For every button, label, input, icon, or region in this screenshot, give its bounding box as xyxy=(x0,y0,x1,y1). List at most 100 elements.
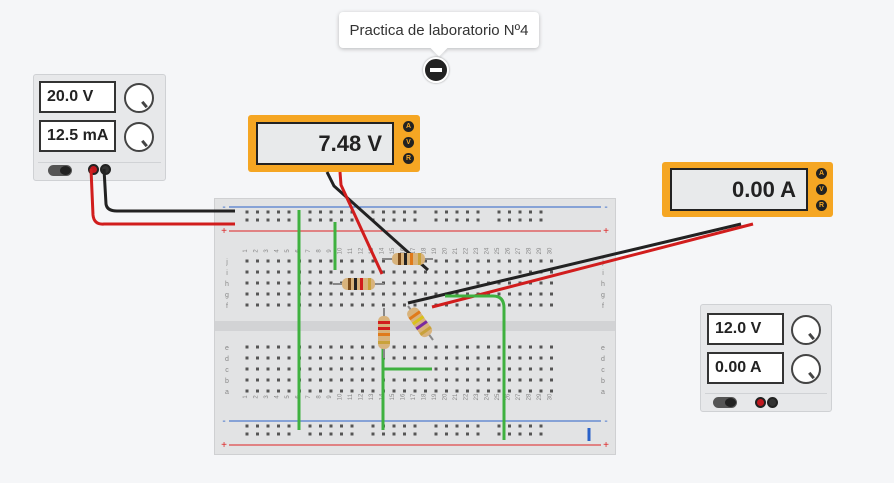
rail-hole xyxy=(256,218,259,222)
breadboard-hole xyxy=(308,292,312,296)
breadboard-hole xyxy=(403,281,406,285)
column-number: 3 xyxy=(264,249,270,253)
rail-hole xyxy=(466,432,469,436)
psu-right-positive-terminal[interactable] xyxy=(755,397,766,408)
breadboard-hole xyxy=(319,367,322,371)
breadboard-hole xyxy=(529,356,532,360)
breadboard-hole xyxy=(466,345,469,349)
breadboard-hole xyxy=(518,303,522,307)
column-number: 23 xyxy=(474,247,480,254)
breadboard-hole xyxy=(487,281,490,285)
breadboard-hole xyxy=(350,367,354,371)
rail-hole xyxy=(466,210,469,214)
power-supply-right[interactable]: 12.0 V 0.00 A xyxy=(700,304,832,412)
breadboard-hole xyxy=(476,356,480,360)
psu-left-negative-terminal[interactable] xyxy=(100,164,111,175)
rail-hole xyxy=(434,424,438,428)
voltmeter[interactable]: 7.48 V A V R xyxy=(248,115,420,172)
voltmeter-mode-r-button[interactable]: R xyxy=(403,153,414,164)
ammeter[interactable]: 0.00 A A V R xyxy=(662,162,833,217)
psu-right-negative-terminal[interactable] xyxy=(767,397,778,408)
project-title[interactable]: Practica de laboratorio Nº4 xyxy=(339,12,539,48)
row-letter: g xyxy=(225,292,229,299)
rail-hole xyxy=(497,218,501,222)
rail-hole xyxy=(245,432,249,436)
breadboard-hole xyxy=(434,259,438,263)
breadboard-hole xyxy=(550,345,553,349)
breadboard-center-channel xyxy=(215,321,615,331)
breadboard-hole xyxy=(550,378,553,382)
breadboard-hole xyxy=(466,378,469,382)
voltmeter-display: 7.48 V xyxy=(256,122,394,165)
breadboard-hole xyxy=(434,356,438,360)
psu-right-current-knob[interactable] xyxy=(791,354,821,384)
column-number: 30 xyxy=(548,393,554,400)
breadboard-hole xyxy=(445,367,448,371)
breadboard-hole xyxy=(497,292,501,296)
breadboard-hole xyxy=(518,367,522,371)
breadboard-hole xyxy=(455,303,459,307)
power-supply-left[interactable]: 20.0 V 12.5 mA xyxy=(33,74,166,181)
column-number: 1 xyxy=(243,249,249,253)
rail-hole xyxy=(413,218,417,222)
ammeter-mode-r-button[interactable]: R xyxy=(816,200,827,211)
breadboard-hole xyxy=(413,292,417,296)
breadboard-hole xyxy=(424,378,427,382)
ammeter-mode-v-button[interactable]: V xyxy=(816,184,827,195)
ammeter-mode-a-button[interactable]: A xyxy=(816,168,827,179)
breadboard-hole xyxy=(413,378,417,382)
breadboard-hole xyxy=(371,378,375,382)
rail-label: + xyxy=(603,226,609,237)
breadboard-hole xyxy=(319,281,322,285)
breadboard-hole xyxy=(424,345,427,349)
breadboard[interactable]: - - + + - - + +1 2 3 4 5 6 7 8 9 10 11 12 13 14 15 16 17 18 19 20 2… xyxy=(214,198,616,455)
breadboard-hole xyxy=(298,303,301,307)
breadboard-hole xyxy=(434,270,438,274)
column-number: 16 xyxy=(401,247,407,254)
breadboard-hole xyxy=(424,389,427,393)
psu-left-current-knob[interactable] xyxy=(124,122,154,152)
column-number: 28 xyxy=(527,247,533,254)
row-letter: d xyxy=(225,356,229,363)
rail-hole xyxy=(266,432,270,436)
column-number: 29 xyxy=(537,393,543,400)
rail-hole xyxy=(518,432,522,436)
rail-hole xyxy=(329,218,333,222)
breadboard-hole xyxy=(476,292,480,296)
breadboard-holes[interactable]: - -+ +- -+ +1 2 3 4 5 6 7 8 9 10 11 12 13 14 15 16 17 18 19 20 2… xyxy=(215,199,615,454)
rail-hole xyxy=(403,210,406,214)
voltmeter-mode-v-button[interactable]: V xyxy=(403,137,414,148)
rail-hole xyxy=(518,218,522,222)
rail-hole xyxy=(287,210,291,214)
rail-hole xyxy=(371,432,375,436)
rail-label: - xyxy=(604,202,607,213)
breadboard-hole xyxy=(329,259,333,263)
psu-right-voltage-knob[interactable] xyxy=(791,315,821,345)
breadboard-hole xyxy=(382,281,385,285)
psu-left-voltage-knob[interactable] xyxy=(124,83,154,113)
breadboard-hole xyxy=(424,356,427,360)
zoom-out-icon[interactable] xyxy=(423,57,449,83)
breadboard-hole xyxy=(539,389,543,393)
breadboard-hole xyxy=(518,356,522,360)
rail-hole xyxy=(245,218,249,222)
rail-hole xyxy=(319,210,322,214)
breadboard-hole xyxy=(487,356,490,360)
breadboard-hole xyxy=(529,389,532,393)
rail-label: + xyxy=(221,440,227,451)
psu-left-power-toggle[interactable] xyxy=(48,165,72,176)
breadboard-hole xyxy=(392,281,396,285)
breadboard-hole xyxy=(434,303,438,307)
voltmeter-mode-a-button[interactable]: A xyxy=(403,121,414,132)
psu-right-power-toggle[interactable] xyxy=(713,397,737,408)
breadboard-hole xyxy=(382,378,385,382)
column-number: 30 xyxy=(548,247,554,254)
breadboard-hole xyxy=(340,292,343,296)
breadboard-hole xyxy=(340,281,343,285)
breadboard-hole xyxy=(508,389,511,393)
psu-left-positive-terminal[interactable] xyxy=(88,164,99,175)
breadboard-hole xyxy=(497,367,501,371)
breadboard-hole xyxy=(529,378,532,382)
rail-hole xyxy=(413,210,417,214)
